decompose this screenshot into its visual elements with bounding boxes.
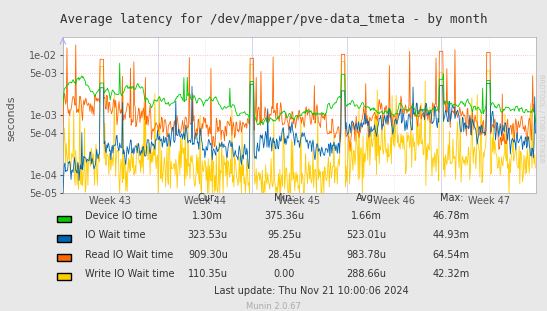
Text: RRDTOOL / TOBI OETIKER: RRDTOOL / TOBI OETIKER: [538, 74, 544, 163]
Text: 1.30m: 1.30m: [193, 211, 223, 221]
Text: 0.00: 0.00: [274, 269, 295, 279]
Text: Cur:: Cur:: [198, 193, 218, 202]
Text: 64.54m: 64.54m: [433, 249, 470, 259]
Text: 323.53u: 323.53u: [188, 230, 228, 240]
Text: 983.78u: 983.78u: [346, 249, 387, 259]
Text: 110.35u: 110.35u: [188, 269, 228, 279]
Text: 95.25u: 95.25u: [267, 230, 301, 240]
Text: Read IO Wait time: Read IO Wait time: [85, 249, 173, 259]
Text: 46.78m: 46.78m: [433, 211, 470, 221]
Text: 44.93m: 44.93m: [433, 230, 470, 240]
Text: 28.45u: 28.45u: [267, 249, 301, 259]
Text: Average latency for /dev/mapper/pve-data_tmeta - by month: Average latency for /dev/mapper/pve-data…: [60, 13, 487, 26]
Text: seconds: seconds: [6, 95, 16, 141]
Text: 42.32m: 42.32m: [433, 269, 470, 279]
Text: 375.36u: 375.36u: [264, 211, 305, 221]
Text: Device IO time: Device IO time: [85, 211, 157, 221]
Text: 288.66u: 288.66u: [346, 269, 387, 279]
Text: 523.01u: 523.01u: [346, 230, 387, 240]
Text: Munin 2.0.67: Munin 2.0.67: [246, 301, 301, 310]
Text: Max:: Max:: [440, 193, 463, 202]
Text: Min:: Min:: [274, 193, 295, 202]
Text: IO Wait time: IO Wait time: [85, 230, 146, 240]
Text: Avg:: Avg:: [356, 193, 377, 202]
Text: 1.66m: 1.66m: [351, 211, 382, 221]
Text: Last update: Thu Nov 21 10:00:06 2024: Last update: Thu Nov 21 10:00:06 2024: [214, 286, 409, 296]
Text: Write IO Wait time: Write IO Wait time: [85, 269, 174, 279]
Text: 909.30u: 909.30u: [188, 249, 228, 259]
